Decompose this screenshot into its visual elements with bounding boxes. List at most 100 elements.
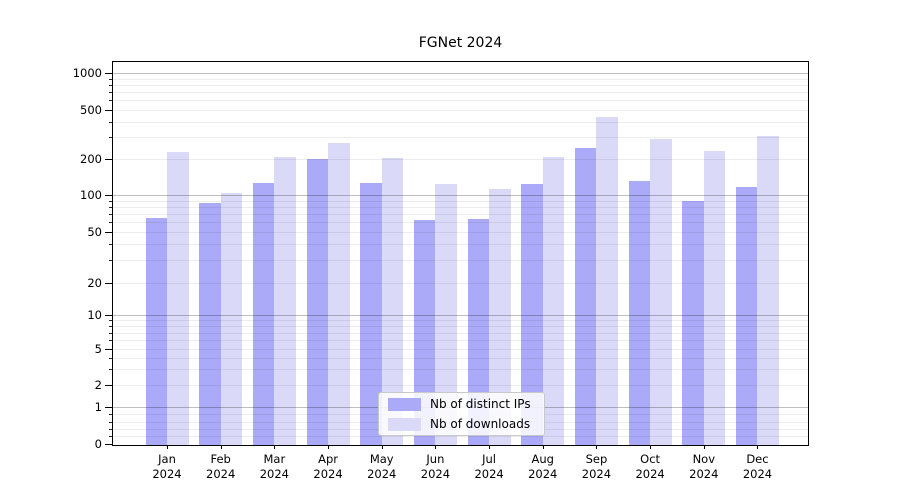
x-tick [542, 445, 544, 449]
x-tick [435, 445, 437, 449]
bar-downloads [328, 143, 350, 445]
y-gridline-minor [113, 332, 808, 334]
bar-downloads [650, 138, 672, 445]
x-tick-label: Sep 2024 [581, 452, 612, 481]
y-minor-tick [109, 320, 113, 322]
y-minor-tick [109, 200, 113, 202]
y-gridline-minor [113, 121, 808, 123]
y-minor-tick [109, 384, 113, 386]
legend-swatch-downloads [388, 417, 421, 431]
y-minor-tick [109, 206, 113, 208]
y-tick-label: 1 [94, 400, 102, 415]
y-gridline-minor [113, 436, 808, 438]
bar-downloads [220, 193, 243, 445]
bar-downloads [381, 158, 404, 445]
y-minor-tick [109, 357, 113, 359]
x-tick [274, 445, 276, 449]
bar-downloads [757, 136, 779, 445]
y-gridline-minor [113, 260, 808, 262]
legend-swatch-distinct-ips [388, 397, 421, 411]
x-tick [328, 445, 330, 449]
y-gridline-minor [113, 78, 808, 80]
y-minor-tick [109, 326, 113, 327]
y-gridline-minor [113, 92, 808, 94]
y-gridline-minor [113, 340, 808, 341]
bar-downloads [703, 151, 726, 445]
y-minor-tick [109, 368, 113, 370]
y-minor-tick [109, 214, 113, 216]
y-tick-label: 2 [94, 377, 102, 392]
x-tick [489, 445, 491, 449]
y-tick-label: 10 [87, 308, 102, 323]
x-tick-label: Feb 2024 [206, 452, 236, 481]
x-tick-label: Apr 2024 [313, 452, 343, 481]
y-tick-label: 200 [80, 151, 102, 166]
y-tick-label: 5 [94, 341, 102, 356]
bar-distinct-ips [145, 218, 167, 445]
y-minor-tick [109, 78, 113, 80]
legend: Nb of distinct IPs Nb of downloads [378, 392, 545, 436]
x-tick [650, 445, 652, 449]
bar-distinct-ips [628, 181, 651, 445]
x-tick [220, 445, 222, 449]
y-gridline-minor [113, 232, 808, 234]
y-tick-label: 50 [87, 225, 102, 240]
y-gridline-minor [113, 384, 808, 386]
y-tick-label: 500 [80, 102, 102, 117]
y-gridline-minor [113, 109, 808, 111]
y-tick [105, 194, 113, 196]
y-minor-tick [109, 421, 113, 423]
y-tick-label: 100 [80, 187, 102, 202]
legend-label-downloads: Nb of downloads [430, 417, 531, 431]
bar-distinct-ips [360, 183, 382, 445]
y-tick-label: 0 [94, 436, 102, 451]
x-tick-label: Jan 2024 [152, 452, 182, 481]
y-gridline-minor [113, 84, 808, 86]
y-gridline-major [113, 73, 808, 75]
bar-distinct-ips [252, 183, 275, 445]
y-minor-tick [109, 436, 113, 438]
bar-downloads [542, 156, 565, 445]
y-minor-tick [109, 244, 113, 246]
y-minor-tick [109, 158, 113, 160]
y-minor-tick [109, 222, 113, 224]
chart-title: FGNet 2024 [418, 35, 503, 51]
x-tick-label: May 2024 [367, 452, 397, 481]
y-gridline-minor [113, 158, 808, 160]
bar-distinct-ips [735, 187, 758, 445]
y-minor-tick [109, 121, 113, 123]
y-gridline-minor [113, 206, 808, 208]
x-tick [596, 445, 598, 449]
y-minor-tick [109, 348, 113, 350]
y-gridline-minor [113, 320, 808, 322]
x-tick-label: Dec 2024 [742, 452, 773, 481]
bar-distinct-ips [467, 218, 490, 445]
y-gridline-minor [113, 136, 808, 138]
x-tick-label: Jul 2024 [474, 452, 504, 481]
x-tick [167, 445, 168, 449]
bar-distinct-ips [682, 201, 704, 445]
y-gridline-minor [113, 282, 808, 284]
y-minor-tick [109, 340, 113, 341]
y-minor-tick [109, 260, 113, 262]
bar-distinct-ips [306, 158, 329, 445]
x-tick [757, 445, 759, 449]
plot-area [112, 61, 809, 446]
y-minor-tick [109, 84, 113, 86]
y-minor-tick [109, 100, 113, 102]
y-minor-tick [109, 232, 113, 234]
legend-item-downloads: Nb of downloads [388, 416, 544, 433]
bar-downloads [167, 151, 189, 445]
y-gridline-major [113, 315, 808, 317]
bar-downloads [489, 188, 511, 445]
bar-distinct-ips [413, 219, 436, 445]
y-minor-tick [109, 332, 113, 334]
y-gridline-minor [113, 326, 808, 327]
y-minor-tick [109, 429, 113, 431]
x-tick-label: Nov 2024 [689, 452, 719, 481]
x-tick [703, 445, 705, 449]
x-tick-label: Mar 2024 [259, 452, 289, 481]
bar-downloads [435, 184, 457, 445]
y-tick-label: 20 [87, 275, 102, 290]
